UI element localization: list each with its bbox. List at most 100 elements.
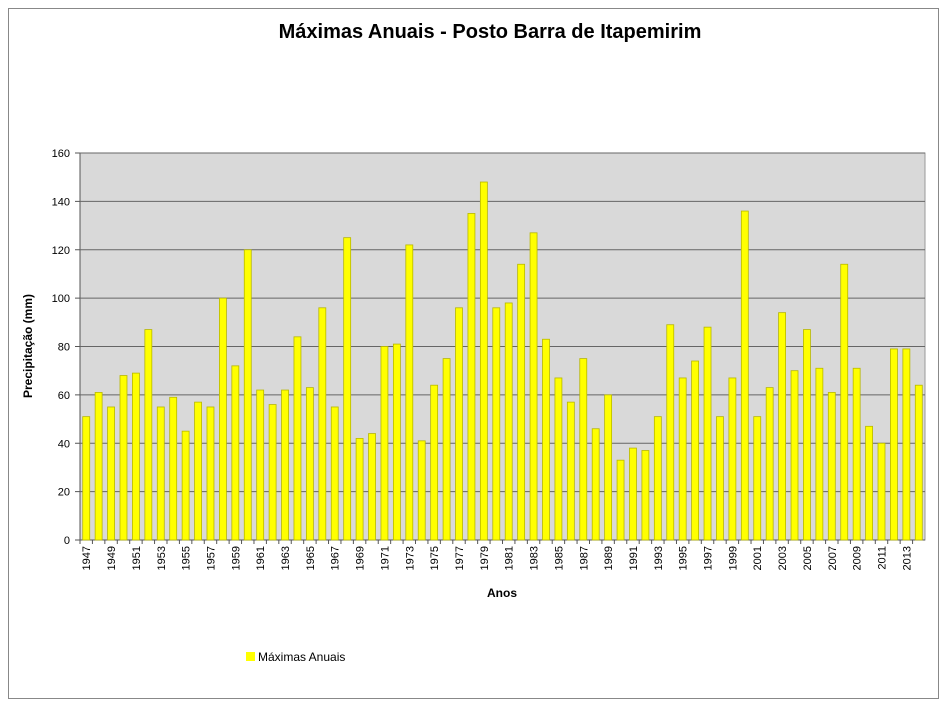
x-tick-label: 2001: [752, 546, 764, 570]
bar: [653, 416, 662, 541]
bar: [181, 430, 190, 541]
bar: [368, 433, 376, 541]
bar: [281, 389, 289, 541]
x-tick-label: 1947: [81, 546, 93, 570]
x-tick-label: 2009: [852, 546, 864, 570]
bar: [318, 307, 327, 541]
bar: [82, 416, 91, 541]
bar: [740, 210, 749, 541]
bar: [529, 232, 538, 541]
x-tick-label: 1961: [255, 546, 267, 570]
x-tick-label: 1973: [404, 546, 416, 570]
bar: [430, 384, 439, 541]
y-axis-title: Precipitação (mm): [21, 294, 35, 398]
bar: [716, 416, 724, 541]
y-tick-label: 40: [58, 438, 70, 450]
legend-swatch: [246, 652, 255, 661]
x-tick-label: 1987: [578, 546, 590, 570]
x-tick-label: 2007: [827, 546, 839, 570]
bar: [219, 297, 227, 541]
bar: [305, 387, 314, 541]
bar: [902, 348, 911, 541]
bar: [890, 348, 898, 541]
bar: [877, 442, 886, 541]
bar: [355, 438, 364, 541]
x-tick-label: 2003: [777, 546, 789, 570]
bar: [156, 406, 165, 541]
bar: [604, 394, 613, 541]
x-tick-label: 1953: [156, 546, 168, 570]
bar: [914, 384, 923, 541]
bar: [467, 213, 476, 541]
bar: [492, 307, 501, 541]
bar: [392, 343, 401, 541]
x-tick-label: 1993: [653, 546, 665, 570]
x-tick-label: 1951: [131, 546, 143, 570]
y-tick-label: 100: [52, 293, 70, 305]
bar: [94, 392, 103, 541]
y-tick-label: 140: [52, 196, 70, 208]
bar: [579, 358, 588, 541]
y-tick-label: 80: [58, 342, 70, 354]
chart-title: Máximas Anuais - Posto Barra de Itapemir…: [279, 21, 702, 43]
bar: [380, 346, 389, 541]
x-tick-label: 1997: [703, 546, 715, 570]
y-tick-label: 120: [52, 245, 70, 257]
x-tick-label: 1955: [181, 546, 193, 570]
bar: [852, 367, 861, 541]
bar: [703, 326, 712, 541]
x-tick-label: 1981: [504, 546, 516, 570]
bar: [405, 244, 414, 541]
x-tick-label: 1959: [230, 546, 242, 570]
x-tick-label: 2013: [901, 546, 913, 570]
x-tick-label: 2011: [877, 546, 889, 570]
bar: [256, 389, 265, 541]
bar: [840, 263, 849, 541]
bar: [206, 406, 215, 541]
bar: [691, 360, 700, 541]
bar: [554, 377, 563, 541]
x-tick-label: 1971: [379, 546, 391, 570]
x-tick-label: 1975: [429, 546, 441, 570]
x-tick-label: 1991: [628, 546, 640, 570]
bar: [666, 324, 675, 541]
bar: [542, 338, 550, 541]
bar: [815, 367, 824, 541]
y-tick-label: 0: [64, 535, 70, 547]
bar: [132, 372, 140, 541]
bar: [119, 375, 128, 541]
bar: [778, 312, 786, 541]
bar: [479, 181, 488, 541]
bar: [827, 392, 836, 541]
x-tick-label: 1999: [727, 546, 739, 570]
x-tick-label: 1979: [479, 546, 491, 570]
x-tick-label: 1977: [454, 546, 466, 570]
bar: [107, 406, 115, 541]
x-axis-title: Anos: [487, 586, 517, 600]
bar: [790, 370, 799, 541]
bar: [753, 416, 762, 541]
bar: [330, 406, 339, 541]
bar: [169, 396, 178, 541]
x-tick-label: 1965: [305, 546, 317, 570]
x-tick-label: 1967: [330, 546, 342, 570]
x-tick-label: 1983: [529, 546, 541, 570]
x-tick-label: 2005: [802, 546, 814, 570]
bar: [728, 377, 737, 541]
bar: [343, 237, 352, 541]
bar: [293, 336, 302, 541]
bar: [803, 329, 811, 541]
bar: [591, 428, 600, 541]
bar: [243, 249, 252, 541]
x-tick-label: 1995: [678, 546, 690, 570]
x-tick-label: 1963: [280, 546, 292, 570]
bar: [678, 377, 687, 541]
legend-label: Máximas Anuais: [258, 650, 345, 664]
y-tick-label: 60: [58, 390, 70, 402]
bar: [504, 302, 513, 541]
bar: [765, 387, 774, 541]
y-tick-label: 20: [58, 487, 70, 499]
x-tick-label: 1969: [355, 546, 367, 570]
bar: [231, 365, 240, 541]
